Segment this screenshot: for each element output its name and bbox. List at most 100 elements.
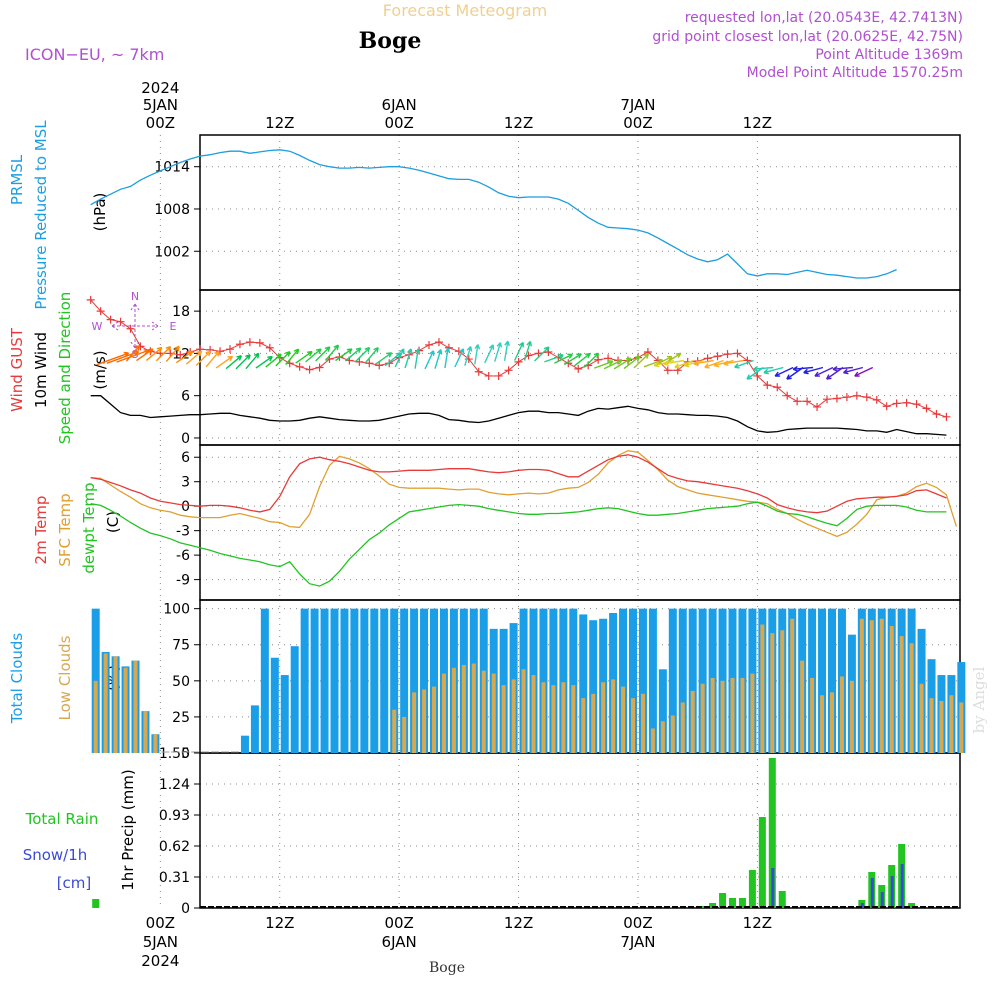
total-cloud-bar [818,608,827,753]
total-cloud-bar [390,608,399,753]
wind-direction-arrow [454,348,465,368]
low-cloud-bar [909,643,914,753]
wind-direction-arrow [374,352,393,365]
total-cloud-bar [310,608,319,753]
low-cloud-bar [820,695,825,753]
wind-direction-arrow [424,350,435,370]
pressure-unit-label: (hPa) [91,193,109,232]
wind-direction-arrow [414,348,421,369]
gust-point [434,338,443,347]
snow-bar [890,876,894,908]
wind-direction-arrow [623,355,641,370]
low-cloud-bar [441,673,446,753]
gust-point [295,362,304,371]
wind-direction-arrow [723,359,744,367]
requested-location: requested lon,lat (20.0543E, 42.7413N) [685,10,963,26]
temperature-ytick-label: 6 [181,450,190,466]
low-cloud-bar [780,630,785,753]
low-cloud-bar [531,675,536,753]
gust-point [783,391,792,400]
rain-bar [729,898,736,908]
low-cloud-bar [451,667,456,753]
temperature-ytick-label: -3 [176,524,190,540]
low-cloud-bar [889,625,894,753]
low-cloud-bar [392,709,397,753]
total-cloud-bar [280,675,289,753]
bottom-time-label: 00Z [384,914,413,932]
top-time-label: 00Z [623,114,652,132]
bottom-date-label: 5JAN [143,933,178,951]
wind-direction-arrow [305,348,322,363]
low-cloud-bar [839,676,844,753]
total-cloud-bar [290,646,299,753]
clouds-ytick-label: 0 [181,746,190,762]
low-cloud-bar [113,656,118,753]
precip-panel: 0 0.31 0.62 0.93 1.24 1.55 [159,746,961,917]
snow-bar [870,878,874,908]
wind-direction-arrow [763,366,784,375]
gust-point [813,402,822,411]
wind-direction-arrow [315,346,331,362]
gust-point [912,400,921,409]
wind-direction-arrow [185,350,203,365]
wind-direction-arrow [503,340,510,362]
gust-point [494,371,503,380]
wind-direction-arrow [344,347,362,362]
rain-bar [719,893,727,908]
snow-bar [900,864,904,908]
wind-direction-arrow [534,346,550,362]
total-cloud-bar [370,608,379,753]
total-cloud-bar [678,608,687,753]
gust-point [763,381,772,390]
clouds-label-total: Total Clouds [8,633,26,725]
low-cloud-bar [859,618,864,753]
wind-direction-arrow [544,353,564,363]
low-cloud-bar [849,680,854,753]
wind-direction-arrow [484,344,495,364]
precip-ytick-label: 0.31 [159,870,190,886]
wind-direction-arrow [205,350,220,368]
low-cloud-bar [432,686,436,753]
low-cloud-bar [611,679,616,753]
total-cloud-bar [638,608,647,753]
pressure-panel: 1002 1008 1014 [154,134,961,291]
total-cloud-bar [240,735,249,753]
gust-point [872,395,881,404]
total-cloud-bar [360,608,369,753]
wind-direction-arrow [564,353,582,366]
gust-point [753,371,762,380]
gust-point [116,317,125,326]
wind-direction-arrow [384,352,402,367]
low-cloud-bar [810,677,815,753]
wind-direction-arrow [364,346,379,364]
low-cloud-bar [750,673,755,753]
rain-bar [748,870,756,908]
low-cloud-bar [959,702,964,753]
wind-direction-arrow [225,355,243,370]
temperature-ytick-label: -6 [176,548,190,564]
low-cloud-bar [790,618,795,753]
gust-point [514,357,523,366]
gust-point [922,404,931,413]
low-cloud-bar [919,683,924,753]
compass-north: N [131,290,139,303]
gust-point [96,307,105,316]
gust-point [773,383,782,392]
wind-direction-arrow [404,348,413,369]
gust-point [106,315,115,324]
snow-bar [860,903,864,908]
rain-bar [778,891,786,908]
gust-point [305,365,314,374]
total-cloud-bar [380,608,389,753]
wind-direction-arrow [434,349,443,369]
gust-point [385,359,394,368]
gust-point [484,371,493,380]
total-cloud-bar [648,608,657,753]
gust-point [474,367,483,376]
gust-point [216,347,225,356]
gust-point [504,366,513,375]
low-cloud-bar [601,682,606,753]
gust-point [852,391,861,400]
rain-bar [768,758,776,908]
chart-subtitle: Forecast Meteogram [383,1,547,20]
